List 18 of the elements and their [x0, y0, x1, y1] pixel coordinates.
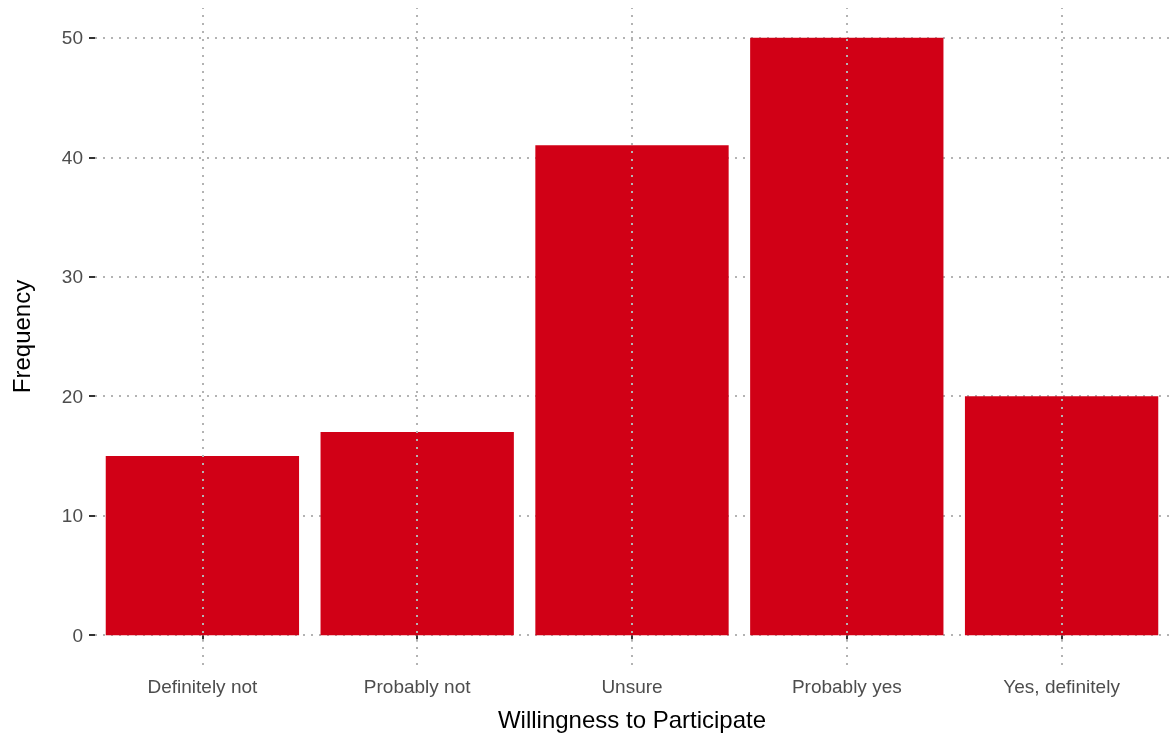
y-tick-label: 10: [61, 505, 83, 527]
x-tick-label: Probably yes: [791, 676, 902, 697]
x-axis-title: Willingness to Participate: [497, 705, 767, 733]
bar: [105, 455, 300, 636]
x-tick-label: Probably not: [363, 676, 472, 697]
bar: [750, 37, 944, 636]
y-tick-label: 50: [61, 27, 83, 49]
bar: [964, 396, 1159, 636]
y-axis-title: Frequency: [7, 279, 35, 394]
y-tick-label: 30: [61, 266, 83, 288]
x-tick-label: Yes, definitely: [1003, 676, 1121, 697]
bar: [320, 432, 514, 636]
x-tick-label: Unsure: [601, 676, 663, 697]
y-tick-label: 0: [72, 624, 83, 646]
bar: [535, 145, 729, 636]
x-tick-label: Definitely not: [147, 676, 259, 697]
y-tick-label: 20: [61, 385, 83, 407]
y-tick-label: 40: [61, 146, 83, 168]
